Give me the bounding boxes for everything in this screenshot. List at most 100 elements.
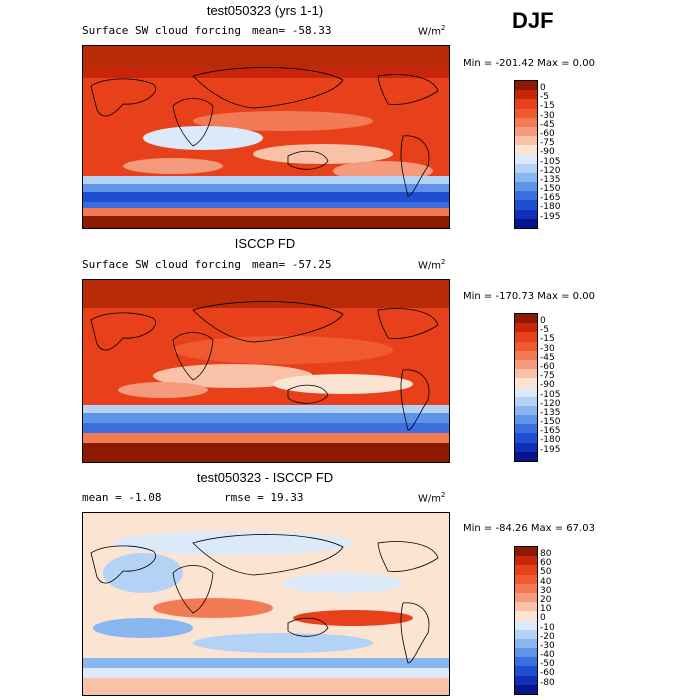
colorbar-swatch — [515, 154, 537, 164]
colorbar-tick-label: 0 — [540, 83, 546, 93]
panel-1-mean: mean= -58.33 — [252, 24, 332, 37]
colorbar-tick-label: 80 — [540, 549, 552, 559]
colorbar-tick-label: -195 — [540, 444, 561, 455]
colorbar-tick-label: -195 — [540, 211, 561, 222]
colorbar-tick-label: -15 — [540, 101, 555, 112]
colorbar-tick-label: -180 — [540, 202, 561, 213]
panel-3-minmax: Min = -84.26 Max = 67.03 — [463, 523, 595, 534]
colorbar-tick-label: 0 — [540, 613, 546, 624]
colorbar-swatch — [515, 191, 537, 201]
colorbar-swatch — [515, 415, 537, 425]
colorbar-tick-label: 50 — [540, 567, 552, 578]
colorbar-tick-label: -80 — [540, 677, 555, 688]
colorbar-swatch — [515, 378, 537, 388]
colorbar-swatch — [515, 592, 537, 603]
panel-2-mean: mean= -57.25 — [252, 258, 332, 271]
colorbar-swatch — [515, 126, 537, 137]
colorbar-tick-label: -165 — [540, 193, 561, 204]
panel-1-colorbar — [514, 80, 538, 230]
colorbar-swatch — [515, 602, 537, 612]
colorbar-swatch — [515, 200, 537, 210]
colorbar-swatch — [515, 657, 537, 667]
panel-1-minmax: Min = -201.42 Max = 0.00 — [463, 58, 595, 69]
colorbar-swatch — [515, 108, 537, 118]
panel-1-map — [82, 45, 450, 229]
colorbar-swatch — [515, 684, 537, 694]
colorbar-tick-label: -10 — [540, 622, 555, 633]
colorbar-swatch — [515, 565, 537, 575]
colorbar-tick-label: -5 — [540, 92, 549, 103]
colorbar-tick-label: -5 — [540, 325, 549, 336]
colorbar-swatch — [515, 145, 537, 155]
colorbar-swatch — [515, 556, 537, 566]
colorbar-tick-label: -150 — [540, 184, 561, 195]
colorbar-tick-label: -180 — [540, 435, 561, 446]
colorbar-tick-label: -135 — [540, 174, 561, 185]
colorbar-swatch — [515, 405, 537, 416]
colorbar-swatch — [515, 163, 537, 173]
colorbar-tick-label: -75 — [540, 138, 555, 149]
colorbar-tick-label: 20 — [540, 594, 552, 605]
panel-2-colorbar-labels: 0 -5 -15 -30 -45 -60 -75 -90 -105 -120 -135 -150 -16… — [540, 316, 561, 455]
colorbar-swatch — [515, 209, 537, 219]
colorbar-swatch — [515, 314, 537, 324]
panel-2-variable: Surface SW cloud forcing — [82, 258, 241, 271]
colorbar-swatch — [515, 433, 537, 443]
colorbar-swatch — [515, 574, 537, 584]
colorbar-swatch — [515, 675, 537, 685]
colorbar-swatch — [515, 218, 537, 228]
colorbar-tick-label: -60 — [540, 128, 555, 139]
colorbar-swatch — [515, 629, 537, 639]
colorbar-swatch — [515, 341, 537, 351]
colorbar-swatch — [515, 172, 537, 183]
colorbar-tick-label: -105 — [540, 389, 561, 400]
colorbar-swatch — [515, 323, 537, 333]
colorbar-swatch — [515, 396, 537, 406]
colorbar-swatch — [515, 638, 537, 649]
panel-3-rmse: rmse = 19.33 — [224, 491, 304, 504]
season-label: DJF — [512, 8, 554, 33]
colorbar-swatch — [515, 547, 537, 557]
panel-1-units: W/m2 — [418, 24, 446, 38]
colorbar-swatch — [515, 648, 537, 658]
colorbar-swatch — [515, 387, 537, 397]
colorbar-tick-label: -90 — [540, 380, 555, 391]
colorbar-swatch — [515, 666, 537, 676]
colorbar-swatch — [515, 442, 537, 452]
panel-1-title: test050323 (yrs 1-1) — [206, 3, 324, 18]
panel-3-map — [82, 512, 450, 696]
panel-3-colorbar — [514, 546, 538, 696]
colorbar-swatch — [515, 99, 537, 109]
colorbar-swatch — [515, 583, 537, 593]
colorbar-swatch — [515, 359, 537, 370]
colorbar-swatch — [515, 424, 537, 434]
colorbar-tick-label: -60 — [540, 668, 555, 679]
colorbar-tick-label: -40 — [540, 650, 555, 661]
colorbar-swatch — [515, 182, 537, 192]
colorbar-tick-label: -135 — [540, 407, 561, 418]
colorbar-tick-label: -165 — [540, 426, 561, 437]
colorbar-tick-label: 30 — [540, 585, 552, 596]
panel-2-map — [82, 279, 450, 463]
colorbar-swatch — [515, 611, 537, 621]
colorbar-swatch — [515, 90, 537, 100]
panel-2-minmax: Min = -170.73 Max = 0.00 — [463, 291, 595, 302]
colorbar-swatch — [515, 350, 537, 360]
colorbar-tick-label: -15 — [540, 334, 555, 345]
colorbar-swatch — [515, 136, 537, 146]
colorbar-tick-label: -90 — [540, 147, 555, 158]
panel-1-colorbar-labels: 0 -5 -15 -30 -45 -60 -75 -90 -105 -120 -135 -150 -16… — [540, 83, 561, 222]
panel-3-mean: mean = -1.08 — [82, 491, 162, 504]
panel-2-title: ISCCP FD — [234, 236, 296, 251]
colorbar-tick-label: -150 — [540, 417, 561, 428]
colorbar-tick-label: 60 — [540, 558, 552, 569]
colorbar-tick-label: 10 — [540, 604, 552, 615]
colorbar-tick-label: -75 — [540, 371, 555, 382]
panel-1-variable: Surface SW cloud forcing — [82, 24, 241, 37]
colorbar-tick-label: 0 — [540, 316, 546, 326]
colorbar-tick-label: -50 — [540, 659, 555, 670]
colorbar-tick-label: -30 — [540, 343, 555, 354]
colorbar-swatch — [515, 81, 537, 91]
panel-2-colorbar — [514, 313, 538, 463]
panel-3-units: W/m2 — [418, 491, 446, 505]
